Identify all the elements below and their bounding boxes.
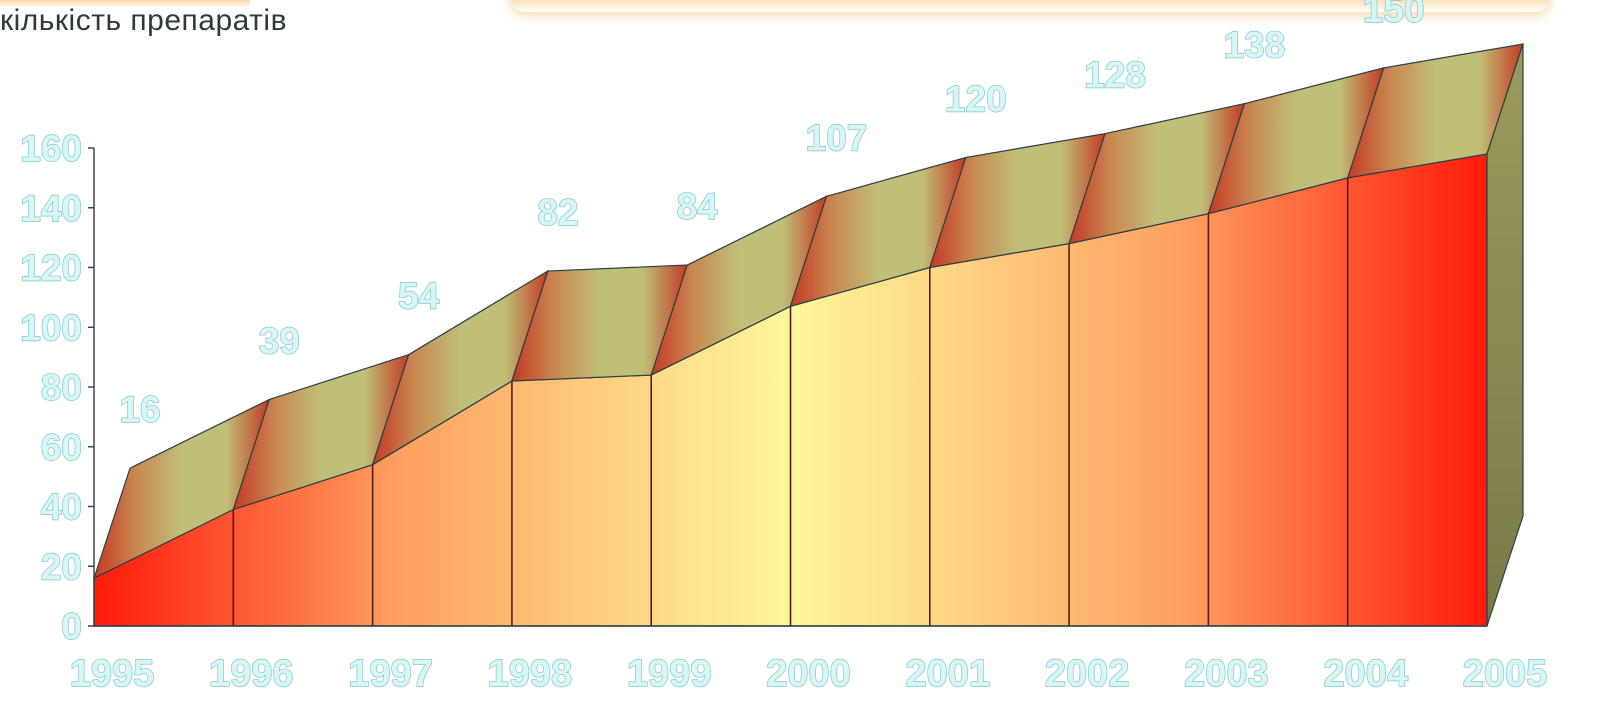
chart-side-face bbox=[1486, 43, 1524, 627]
chart-front-area bbox=[93, 153, 1488, 627]
data-label: 138 bbox=[1224, 25, 1286, 66]
x-tick-labels: 1995 1996 1997 1998 1999 2000 2001 2002 2003 2004… bbox=[69, 652, 1548, 695]
x-tick-label: 2005 bbox=[1463, 653, 1548, 695]
x-tick-label: 1999 bbox=[627, 653, 712, 695]
data-label: 39 bbox=[259, 320, 300, 361]
data-label: 128 bbox=[1084, 55, 1146, 96]
x-tick-label: 1998 bbox=[488, 653, 573, 695]
y-axis bbox=[88, 147, 1487, 627]
data-label: 54 bbox=[398, 276, 440, 317]
decorative-top-banner bbox=[510, 0, 1550, 12]
x-tick-label: 1997 bbox=[348, 653, 433, 695]
x-tick-label: 2003 bbox=[1184, 653, 1269, 695]
chart-top-bands bbox=[92, 43, 1524, 580]
data-label: 120 bbox=[945, 79, 1007, 120]
y-tick-labels: 0 20 40 60 80 100 120 140 160 bbox=[20, 127, 83, 647]
x-tick-label: 1996 bbox=[209, 653, 294, 695]
y-tick-label: 40 bbox=[41, 487, 82, 528]
area-side-face bbox=[1486, 43, 1524, 627]
data-label: 84 bbox=[677, 186, 719, 227]
x-tick-label: 2004 bbox=[1323, 653, 1408, 695]
data-label: 158 bbox=[1502, 0, 1564, 6]
y-axis-title: кількість препаратів bbox=[0, 4, 288, 37]
y-tick-label: 60 bbox=[41, 427, 82, 468]
y-tick-label: 140 bbox=[20, 188, 82, 229]
y-tick-label: 100 bbox=[20, 307, 82, 348]
x-tick-label: 2000 bbox=[766, 653, 851, 695]
y-tick-label: 120 bbox=[20, 248, 82, 289]
x-tick-label: 2002 bbox=[1045, 653, 1130, 695]
data-label: 150 bbox=[1363, 0, 1425, 30]
y-tick-label: 80 bbox=[41, 367, 82, 408]
y-tick-label: 160 bbox=[20, 128, 82, 169]
x-tick-label: 1995 bbox=[70, 653, 155, 695]
data-label: 82 bbox=[537, 192, 578, 233]
y-tick-label: 0 bbox=[61, 606, 82, 647]
y-tick-label: 20 bbox=[41, 546, 82, 587]
data-label: 107 bbox=[806, 117, 868, 158]
data-label: 16 bbox=[119, 389, 160, 430]
decorative-top-left-bar bbox=[0, 0, 250, 8]
x-tick-label: 2001 bbox=[906, 653, 991, 695]
data-labels: 16 39 54 82 84 107 120 128 138 150 158 bbox=[119, 0, 1565, 431]
